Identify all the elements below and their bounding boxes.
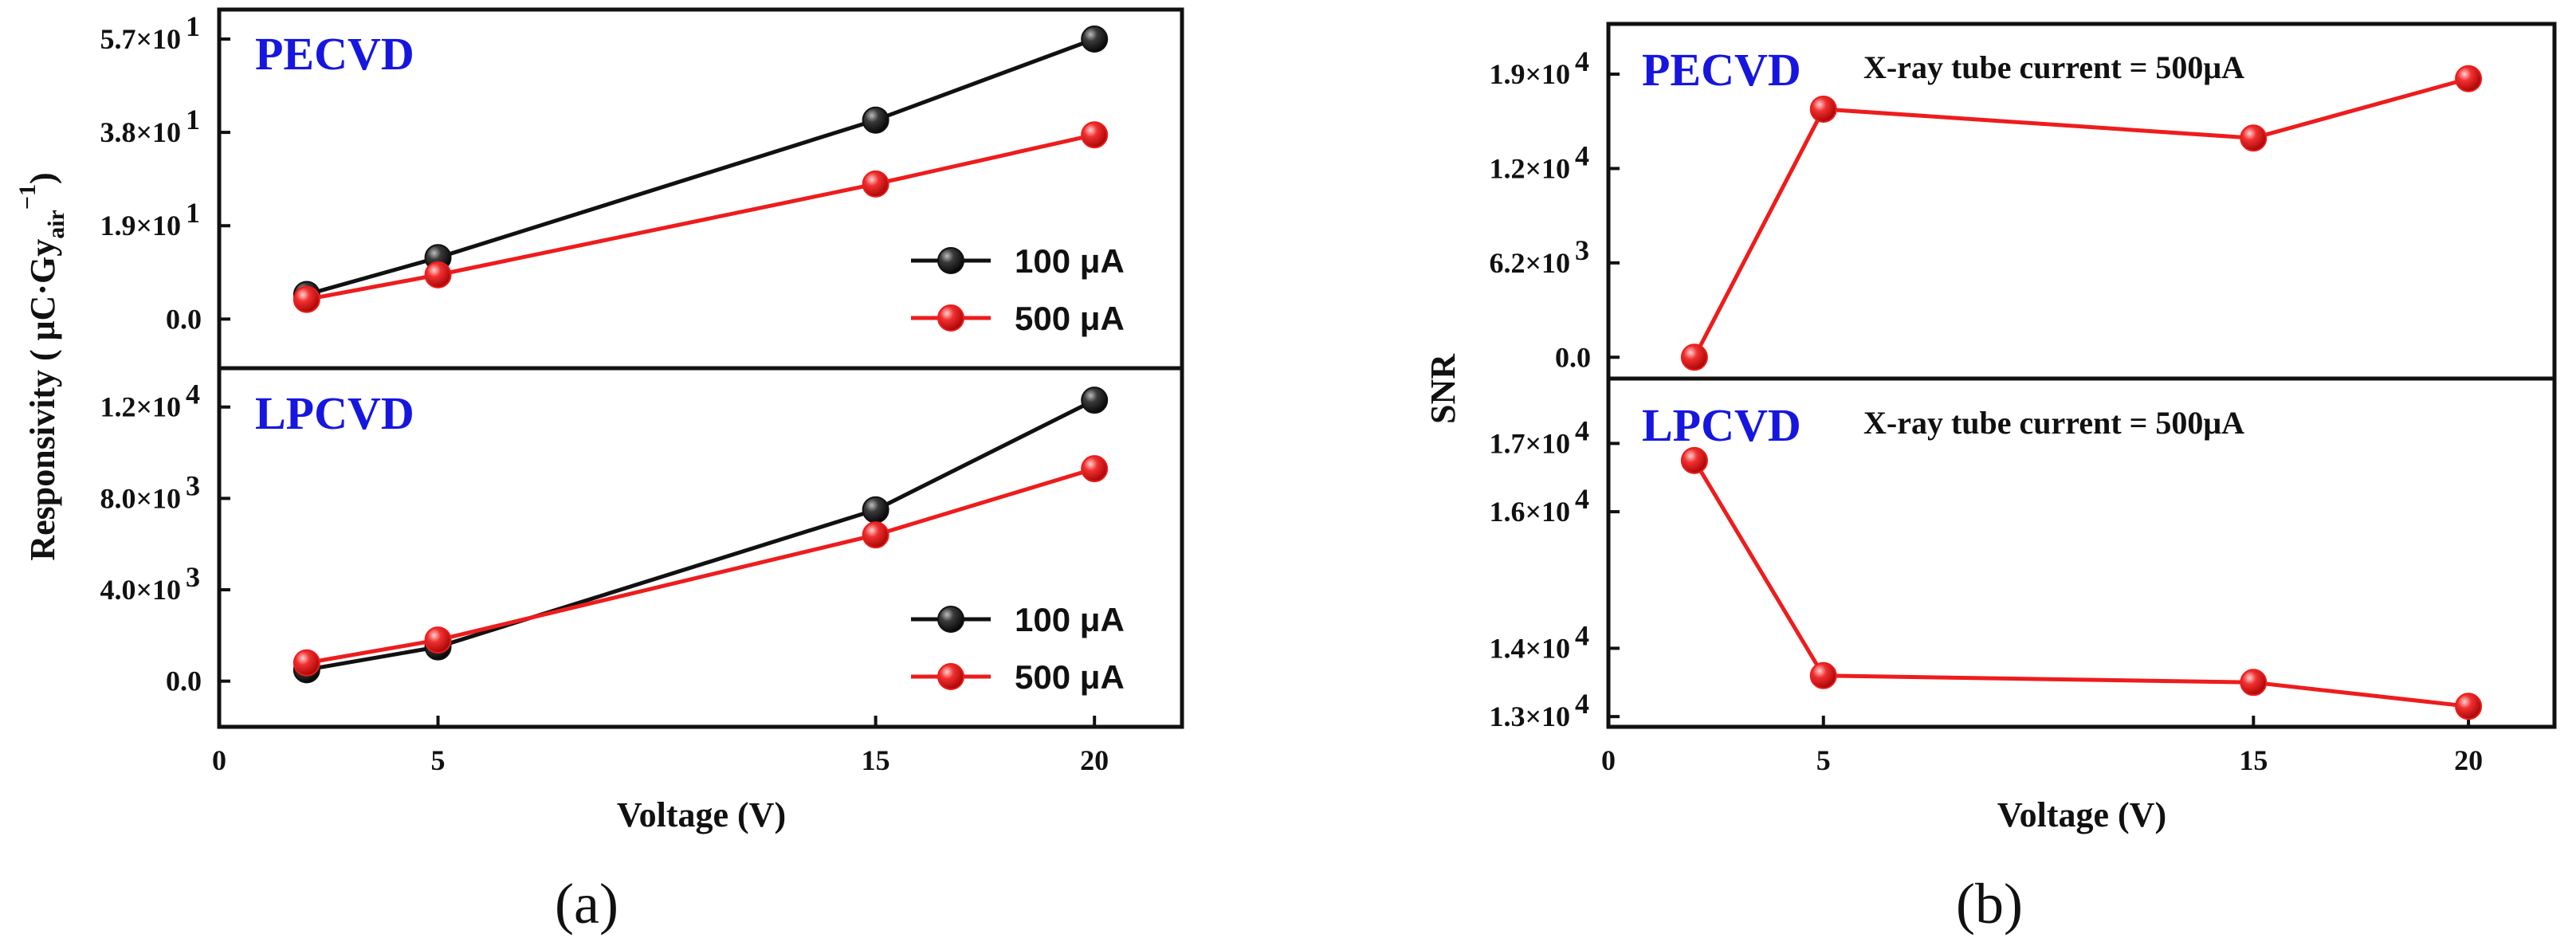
legend-label-a_pecvd-0: 100 μA [1015, 242, 1125, 280]
panel-a-top-title: PECVD [255, 28, 414, 80]
y-tick-label-b_pecvd-3: 1.9×10 [1489, 58, 1570, 90]
y-tick-exp-a_lpcvd-2: 3 [186, 469, 200, 501]
y-tick-exp-b_lpcvd-1: 4 [1575, 619, 1589, 651]
y-tick-label-a_lpcvd-2: 8.0×10 [100, 482, 181, 514]
y-tick-label-a_pecvd-1: 1.9×10 [100, 210, 181, 241]
y-tick-label-b_lpcvd-3: 1.7×10 [1489, 427, 1570, 459]
data-point-a_lpcvd-1-1 [424, 626, 452, 654]
y-tick-label-a_pecvd-3: 5.7×10 [100, 23, 181, 55]
x-tick-label-a_lpcvd-0: 0 [212, 744, 226, 776]
data-point-a_pecvd-1-0 [293, 285, 320, 313]
legend-marker-a_pecvd-0 [937, 247, 964, 274]
x-tick-label-b_lpcvd-1: 5 [1816, 744, 1831, 776]
y-tick-label-b_pecvd-1: 6.2×10 [1489, 247, 1570, 279]
y-tick-label-b_pecvd-2: 1.2×10 [1489, 152, 1570, 184]
panel-a-x-axis-label: Voltage (V) [617, 795, 786, 834]
ylabel-sub: air [43, 210, 69, 239]
svg-text:Responsivity ( μC·Gyair−1): Responsivity ( μC·Gyair−1) [14, 172, 69, 560]
data-point-b_pecvd-0-0 [1680, 343, 1708, 371]
ylabel-end: ) [23, 172, 62, 184]
series-line-b_lpcvd-0 [1692, 459, 2469, 708]
plot-frame-b_lpcvd [1606, 376, 2557, 729]
y-tick-label-a_pecvd-0: 0.0 [166, 303, 202, 335]
y-tick-exp-a_pecvd-3: 1 [186, 10, 200, 42]
legend-label-a_pecvd-1: 500 μA [1015, 300, 1125, 337]
ylabel-sup: −1 [14, 184, 41, 210]
data-point-a_pecvd-0-3 [1081, 25, 1109, 53]
data-point-a_pecvd-1-3 [1081, 121, 1109, 149]
x-tick-label-b_lpcvd-2: 15 [2239, 744, 2268, 776]
y-tick-exp-b_lpcvd-2: 4 [1575, 483, 1589, 515]
data-point-a_lpcvd-0-3 [1081, 387, 1109, 414]
panel-b-bottom-note: X-ray tube current = 500μA [1863, 405, 2244, 441]
panel-b-top-title: PECVD [1642, 44, 1801, 96]
y-tick-label-b_lpcvd-1: 1.4×10 [1489, 632, 1570, 664]
y-tick-label-a_lpcvd-0: 0.0 [166, 665, 202, 697]
plot-frame-a_lpcvd [217, 366, 1184, 729]
data-point-b_lpcvd-0-0 [1680, 446, 1708, 474]
y-tick-exp-b_lpcvd-3: 4 [1575, 414, 1589, 446]
x-tick-label-b_lpcvd-3: 20 [2454, 744, 2483, 776]
series-line-a_lpcvd-1 [306, 466, 1095, 665]
legend-marker-a_pecvd-1 [937, 304, 964, 332]
x-tick-label-a_lpcvd-1: 5 [431, 744, 446, 776]
data-point-a_lpcvd-0-2 [862, 496, 889, 524]
data-point-b_pecvd-0-2 [2240, 124, 2268, 152]
legend-marker-a_lpcvd-1 [937, 663, 964, 690]
caption-b: (b) [1956, 872, 2023, 936]
legend-label-a_lpcvd-1: 500 μA [1015, 658, 1125, 696]
data-point-b_lpcvd-0-3 [2455, 693, 2483, 720]
x-tick-label-a_lpcvd-3: 20 [1080, 744, 1109, 776]
data-point-a_pecvd-1-2 [862, 170, 889, 198]
y-tick-exp-b_lpcvd-0: 4 [1575, 688, 1589, 720]
y-tick-exp-b_pecvd-3: 4 [1575, 45, 1589, 77]
data-point-b_pecvd-0-1 [1809, 95, 1837, 123]
data-point-a_pecvd-0-2 [862, 106, 889, 134]
panel-b-x-axis-label: Voltage (V) [1997, 795, 2166, 834]
y-tick-exp-b_pecvd-1: 3 [1575, 234, 1589, 266]
y-tick-exp-a_pecvd-2: 1 [186, 104, 200, 135]
panel-a-bottom-title: LPCVD [255, 387, 414, 439]
data-point-b_lpcvd-0-1 [1809, 661, 1837, 689]
y-tick-label-a_lpcvd-1: 4.0×10 [100, 574, 181, 606]
series-line-a_lpcvd-0 [306, 398, 1096, 672]
data-point-b_pecvd-0-3 [2455, 65, 2483, 92]
y-tick-label-b_pecvd-0: 0.0 [1555, 341, 1591, 373]
series-line-b_pecvd-0 [1692, 77, 2469, 359]
y-tick-exp-a_lpcvd-1: 3 [186, 561, 200, 593]
y-tick-exp-a_pecvd-1: 1 [186, 197, 200, 229]
y-tick-label-b_lpcvd-2: 1.6×10 [1489, 496, 1570, 528]
y-tick-label-a_pecvd-2: 3.8×10 [100, 116, 181, 148]
series-line-a_pecvd-1 [306, 132, 1095, 302]
x-tick-label-b_lpcvd-0: 0 [1601, 744, 1616, 776]
data-point-a_pecvd-1-1 [424, 261, 452, 288]
panel-b-bottom-title: LPCVD [1642, 399, 1801, 451]
data-point-b_lpcvd-0-2 [2240, 669, 2268, 697]
panel-b-y-axis-label: SNR [1423, 353, 1463, 424]
y-tick-label-a_lpcvd-3: 1.2×10 [100, 391, 181, 423]
series-line-a_pecvd-0 [306, 37, 1096, 296]
caption-a: (a) [555, 872, 618, 936]
legend-label-a_lpcvd-0: 100 μA [1015, 601, 1125, 638]
data-point-a_lpcvd-1-0 [293, 649, 320, 677]
panel-a-y-axis-label: Responsivity ( μC·Gyair−1) [14, 172, 69, 560]
y-tick-label-b_lpcvd-0: 1.3×10 [1489, 701, 1570, 732]
ylabel-main: Responsivity ( μC·Gy [23, 239, 62, 561]
y-tick-exp-b_pecvd-2: 4 [1575, 139, 1589, 171]
x-tick-label-a_lpcvd-2: 15 [862, 744, 890, 776]
data-point-a_lpcvd-1-2 [862, 521, 889, 549]
y-tick-exp-a_lpcvd-3: 4 [186, 379, 200, 410]
panel-b-top-note: X-ray tube current = 500μA [1863, 49, 2244, 85]
legend-marker-a_lpcvd-0 [937, 606, 964, 633]
data-point-a_lpcvd-1-3 [1081, 455, 1109, 483]
